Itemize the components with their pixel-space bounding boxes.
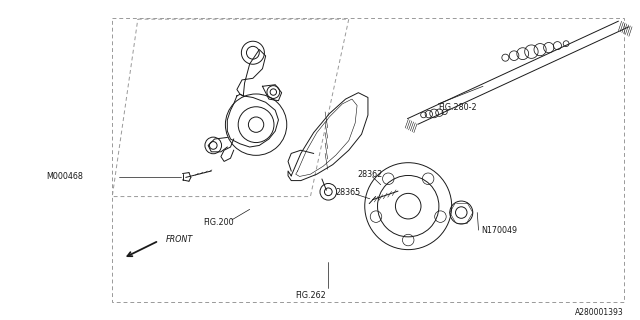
Text: FIG.262: FIG.262	[295, 291, 326, 300]
Text: 28362: 28362	[357, 170, 382, 179]
Text: A280001393: A280001393	[575, 308, 623, 317]
Text: N170049: N170049	[481, 226, 517, 235]
Text: FIG.280-2: FIG.280-2	[438, 103, 477, 112]
Text: FIG.200: FIG.200	[204, 218, 234, 227]
Text: M000468: M000468	[47, 172, 83, 181]
Bar	[112, 18, 623, 302]
Text: 28365: 28365	[335, 188, 360, 197]
Text: FRONT: FRONT	[165, 235, 193, 244]
